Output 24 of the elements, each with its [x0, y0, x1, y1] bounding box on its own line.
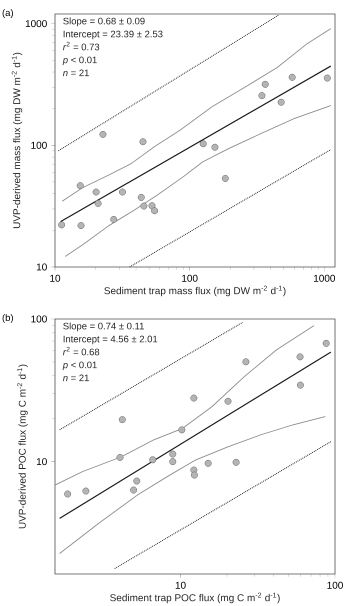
- x-axis-title: Sediment trap POC flux (mg C m$^{-2}$ d$^{-1}$): [110, 592, 280, 604]
- y-tick-label: 100: [31, 315, 47, 323]
- annotation: r$^{2}$ = 0.68: [62, 346, 100, 356]
- y-axis-title: UVP-derived mass flux (mg DW m$^{-2}$ d$^{-1}$): [12, 52, 22, 228]
- x-axis-title: Sediment trap mass flux (mg DW m$^{-2}$ d$^{-1}$): [104, 286, 286, 296]
- chart-title: (a): [2, 9, 13, 18]
- annotation: Slope = 0.68 ± 0.09: [63, 17, 145, 26]
- x-tick-label: 10: [50, 274, 60, 282]
- y-tick-label: 10: [36, 263, 47, 271]
- annotation: p < 0.01: [62, 56, 97, 66]
- chart-title: (b): [2, 314, 13, 323]
- annotation: r$^{2}$ = 0.73: [62, 42, 100, 50]
- x-tick-label: 100: [182, 274, 198, 282]
- x-tick-label: 1000: [314, 274, 336, 282]
- y-tick-label: 100: [31, 142, 47, 149]
- y-tick-label: 1000: [26, 20, 47, 28]
- annotation: p < 0.01: [62, 362, 97, 370]
- annotation: n = 21: [62, 70, 89, 76]
- annotation: Intercept = 4.56 ± 2.01: [64, 336, 158, 344]
- annotation: Intercept = 23.39 ± 2.53: [64, 30, 163, 40]
- annotation: Slope = 0.74 ± 0.11: [63, 322, 144, 332]
- annotation: n = 21: [62, 374, 89, 382]
- y-tick-label: 10: [36, 458, 47, 466]
- y-axis-title: UVP-derived POC flux (mg C m$^{-2}$ d$^{-1}$): [17, 364, 28, 528]
